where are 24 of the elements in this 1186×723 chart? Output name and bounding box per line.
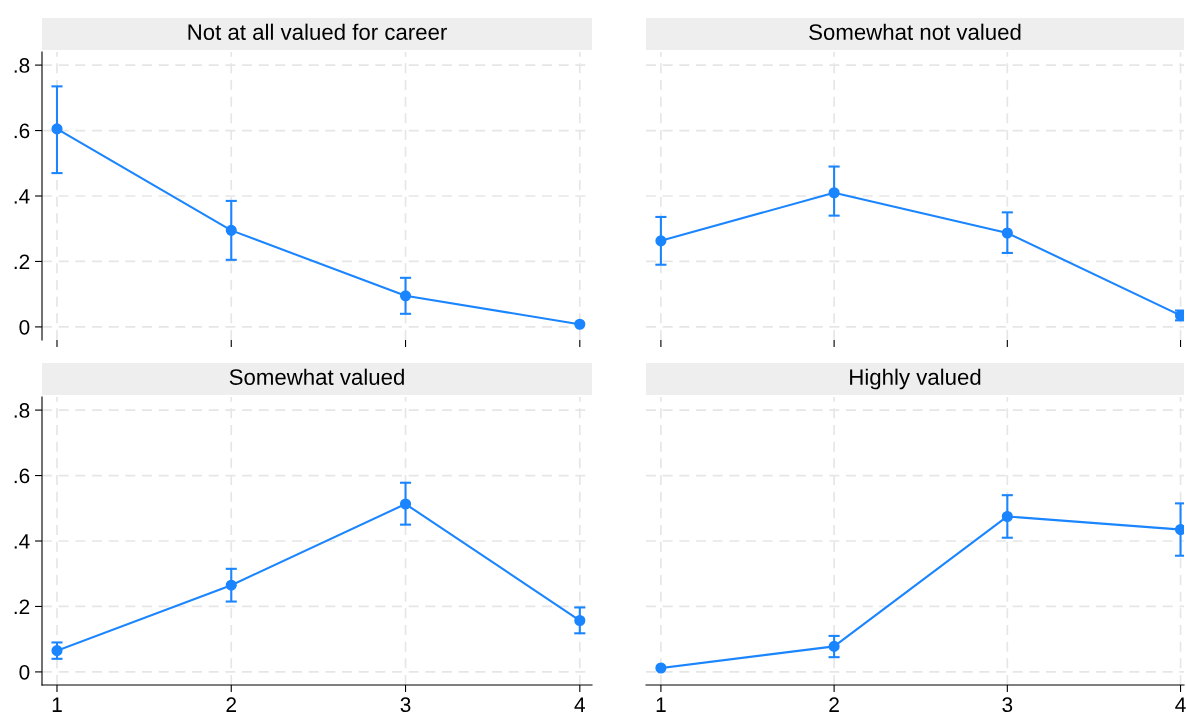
y-tick-label: .2	[14, 254, 30, 269]
y-tick-label: .8	[14, 403, 30, 418]
x-tick-label: 1	[656, 697, 666, 712]
y-tick-label: .2	[14, 599, 30, 614]
y-tick-label: .6	[14, 468, 30, 484]
y-tick-label: 0	[19, 664, 30, 680]
chart-title: Highly valued	[850, 368, 981, 390]
chart-title: Somewhat valued	[229, 368, 404, 385]
y-tick-label: .4	[14, 534, 30, 549]
chart-title: Not at all valued for career	[188, 23, 447, 40]
x-tick-label: 4	[1175, 697, 1186, 712]
y-tick-label: 0	[19, 319, 30, 335]
y-tick-label: .6	[14, 123, 30, 139]
chart-title: Somewhat not valued	[809, 23, 1021, 40]
x-tick-label: 3	[1002, 697, 1013, 713]
x-tick-label: 2	[829, 697, 839, 712]
y-tick-label: .4	[14, 189, 30, 204]
point	[655, 662, 667, 674]
x-tick-label: 3	[400, 697, 411, 713]
x-tick-label: 1	[52, 697, 62, 712]
x-tick-label: 4	[574, 697, 585, 712]
x-tick-label: 2	[226, 697, 237, 712]
point	[574, 318, 586, 330]
y-tick-label: .8	[14, 58, 30, 73]
